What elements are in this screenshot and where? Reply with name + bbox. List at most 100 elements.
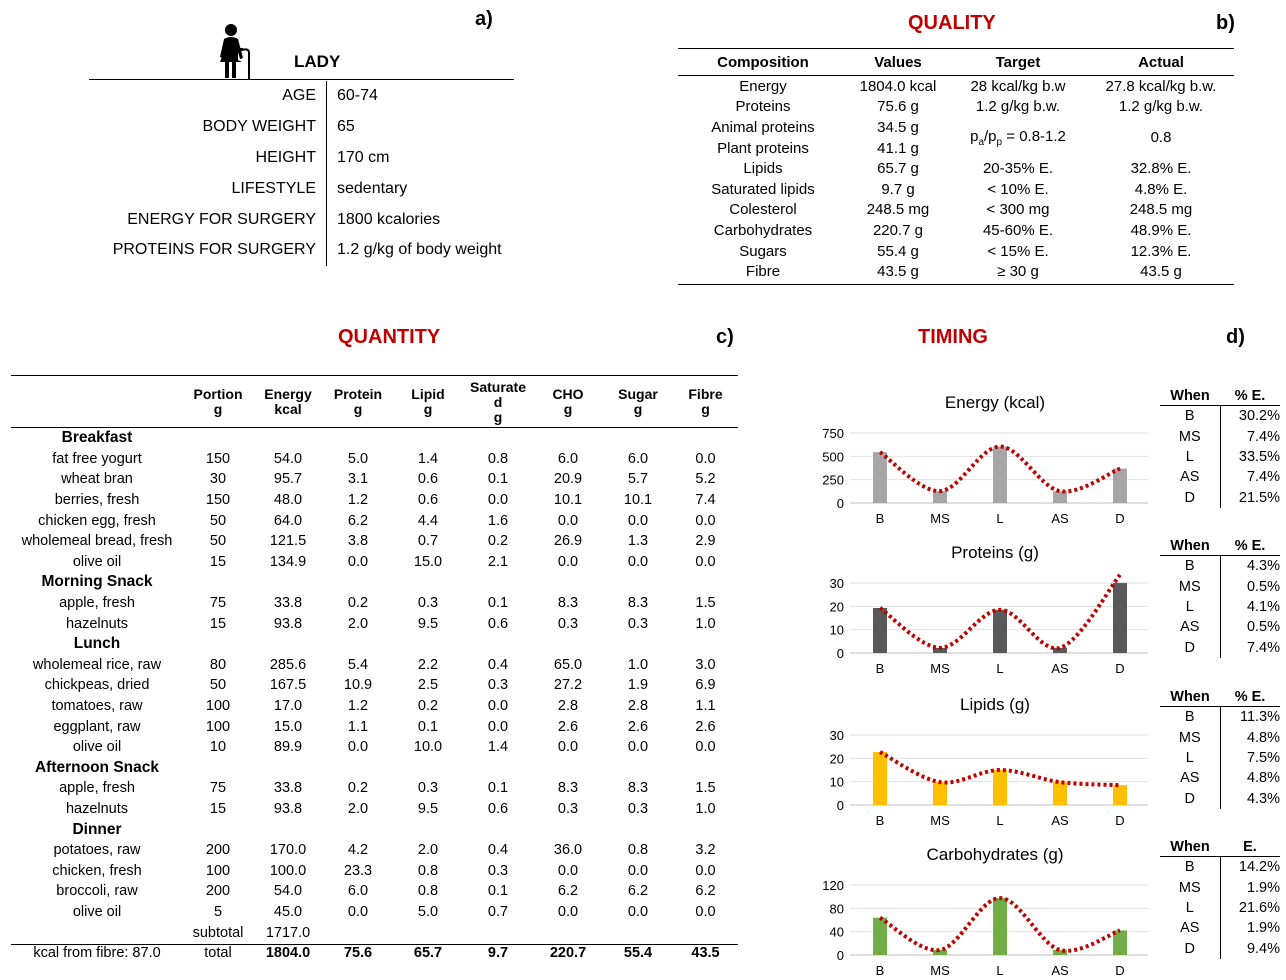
meal-section-row: Breakfast: [11, 428, 738, 449]
empty-cell: [11, 922, 183, 943]
y-tick-label: 30: [830, 576, 844, 591]
bar: [993, 446, 1007, 503]
timing-meal: MS: [1178, 879, 1201, 896]
food-value: 0.0: [695, 450, 716, 467]
food-value: 45.0: [273, 903, 303, 920]
timing-header: When: [1160, 537, 1220, 556]
quality-cell: Lipids: [743, 160, 783, 178]
x-tick-label: B: [876, 661, 885, 676]
food-value: 0.0: [557, 862, 579, 879]
food-value: 1.4: [487, 739, 509, 756]
food-value: 0.0: [557, 512, 579, 529]
empty-cell: [463, 572, 533, 593]
food-name: olive oil: [72, 903, 122, 920]
quality-cell: 65.7 g: [877, 160, 919, 178]
timing-row: L 33.5%: [1160, 446, 1280, 468]
lady-row-key: AGE: [282, 87, 316, 105]
empty-cell: [323, 572, 393, 593]
quality-cell: Plant proteins: [717, 139, 809, 157]
quality-cell: Animal proteins: [711, 118, 815, 136]
quality-cell: 1.2 g/kg b.w.: [1118, 98, 1204, 116]
food-value: 0.4: [487, 656, 509, 673]
food-value: 0.6: [487, 615, 509, 632]
quantity-header-line: Energy: [264, 386, 312, 402]
quantity-header-line: g: [563, 401, 573, 417]
empty-cell: [253, 572, 323, 593]
chart-title: Energy (kcal): [944, 393, 1046, 412]
total-value: 220.7: [549, 945, 587, 962]
empty-cell: [603, 819, 673, 840]
food-value: 5: [213, 903, 223, 920]
timing-header-row: When% E.: [1160, 387, 1280, 406]
table-row: fat free yogurt 150 54.0 5.0 1.4 0.8 6.0 6.0 0.0: [11, 449, 738, 470]
quality-table: Composition Values Target Actual Energy 1…: [678, 50, 1234, 282]
timing-row: D 7.4%: [1160, 637, 1280, 658]
quantity-header-line: Lipid: [411, 386, 445, 402]
food-value: 0.1: [487, 780, 509, 797]
food-value: 6.9: [695, 677, 716, 694]
food-value: 20.9: [553, 471, 583, 488]
food-name: broccoli, raw: [56, 883, 138, 900]
meal-section-row: Dinner: [11, 819, 738, 840]
food-value: 3.2: [695, 842, 716, 859]
timing-percent: 7.4%: [1219, 637, 1280, 658]
x-tick-label: MS: [930, 963, 950, 978]
timing-percent: 7.5%: [1219, 747, 1280, 769]
food-name: wholemeal rice, raw: [32, 656, 162, 673]
protein-ratio-actual: 0.8: [1150, 129, 1172, 147]
food-value: 1.0: [695, 800, 716, 817]
panel-a-letter: a): [475, 8, 493, 30]
empty-cell: [183, 758, 253, 779]
food-value: 9.5: [417, 800, 439, 817]
timing-meal: MS: [1178, 729, 1201, 746]
food-value: 0.7: [417, 533, 439, 550]
timing-header: When: [1160, 387, 1220, 406]
empty-cell: [673, 819, 738, 840]
food-value: 54.0: [273, 883, 303, 900]
food-name: olive oil: [72, 553, 122, 570]
food-name: chickpeas, dried: [44, 677, 150, 694]
timing-row: MS 4.8%: [1160, 727, 1280, 748]
empty-cell: [673, 922, 738, 943]
y-tick-label: 0: [837, 798, 844, 813]
x-tick-label: D: [1115, 813, 1124, 828]
timing-percent: 1.9%: [1219, 918, 1280, 939]
food-value: 8.3: [627, 595, 649, 612]
quality-header-row: Composition Values Target Actual: [678, 50, 1234, 76]
food-value: 2.9: [695, 533, 716, 550]
food-value: 15: [209, 553, 227, 570]
lady-profile-table: AGE 60-74 BODY WEIGHT 65 HEIGHT 170 cm LIFESTY…: [78, 81, 527, 266]
quantity-title: QUANTITY: [338, 326, 441, 348]
table-row: berries, fresh 150 48.0 1.2 0.6 0.0 10.1 10.1 7.…: [11, 490, 738, 511]
empty-cell: [533, 428, 603, 449]
lady-row-key: BODY WEIGHT: [202, 118, 317, 136]
empty-cell: [603, 922, 673, 943]
x-tick-label: L: [996, 661, 1003, 676]
timing-header: E.: [1220, 838, 1280, 857]
food-value: 9.5: [417, 615, 439, 632]
food-value: 2.5: [417, 677, 439, 694]
food-value: 10.0: [413, 739, 443, 756]
food-value: 0.0: [627, 903, 649, 920]
food-value: 0.6: [417, 492, 439, 509]
food-value: 17.0: [273, 698, 303, 715]
x-tick-label: AS: [1051, 511, 1069, 526]
timing-meal: B: [1184, 859, 1195, 876]
quality-row: Lipids 65.7 g 20-35% E. 32.8% E.: [678, 158, 1234, 179]
food-value: 2.6: [557, 718, 579, 735]
x-tick-label: D: [1115, 661, 1124, 676]
table-row: hazelnuts 15 93.8 2.0 9.5 0.6 0.3 0.3 1.0: [11, 799, 738, 820]
empty-cell: [253, 428, 323, 449]
timing-meal: AS: [1180, 469, 1200, 486]
empty-cell: [183, 634, 253, 655]
panel-b-top-rule: [678, 48, 1234, 49]
food-value: 0.1: [487, 471, 509, 488]
timing-meal: AS: [1180, 770, 1200, 787]
food-value: 0.7: [487, 903, 509, 920]
food-value: 1.5: [695, 780, 716, 797]
meal-section-row: Lunch: [11, 634, 738, 655]
timing-row: L 7.5%: [1160, 747, 1280, 769]
meal-section-row: Morning Snack: [11, 572, 738, 593]
meal-section-name: Breakfast: [61, 429, 133, 447]
food-value: 50: [209, 677, 227, 694]
